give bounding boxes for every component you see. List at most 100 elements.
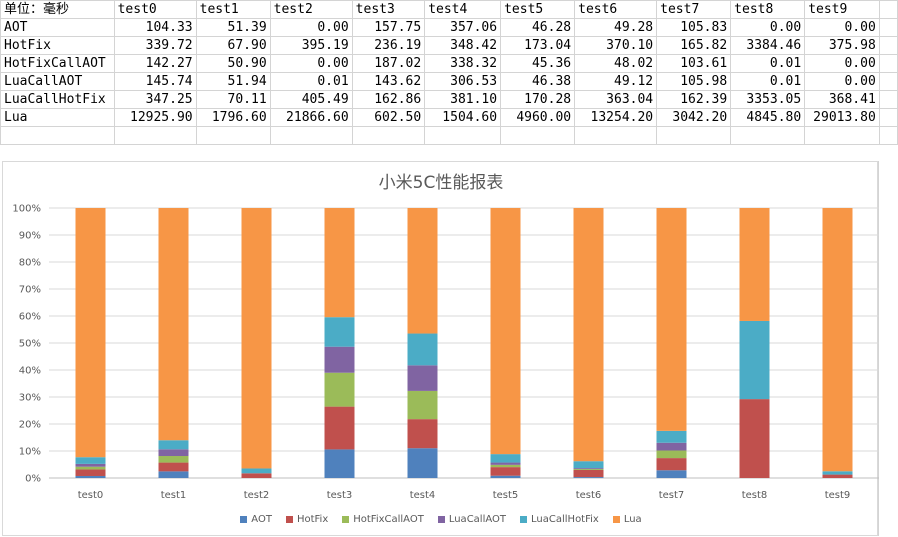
bar-segment-lua-test7[interactable] xyxy=(656,208,687,431)
table-cell[interactable]: 0.01 xyxy=(269,72,353,91)
legend-item-hotfix[interactable]: HotFix xyxy=(285,514,328,525)
bar-segment-hotfix-test8[interactable] xyxy=(739,399,770,478)
table-cell[interactable]: 51.39 xyxy=(195,18,271,37)
table-cell[interactable]: 0.00 xyxy=(269,18,353,37)
bar-segment-luacallaot-test3[interactable] xyxy=(324,346,355,373)
bar-segment-hotfixcallaot-test0[interactable] xyxy=(75,466,106,470)
bar-segment-hotfix-test9[interactable] xyxy=(822,474,853,478)
table-cell[interactable]: 348.42 xyxy=(424,36,502,55)
table-cell[interactable]: 3353.05 xyxy=(730,90,806,109)
empty-cell[interactable] xyxy=(113,126,197,145)
table-cell[interactable]: 395.19 xyxy=(269,36,353,55)
bar-segment-luacallaot-test5[interactable] xyxy=(490,462,521,465)
row-label[interactable]: HotFixCallAOT xyxy=(0,54,115,73)
table-cell[interactable]: 375.98 xyxy=(804,36,880,55)
table-cell[interactable]: 187.02 xyxy=(351,54,426,73)
bar-segment-luacallhotfix-test7[interactable] xyxy=(656,430,687,443)
table-cell[interactable]: 21866.60 xyxy=(269,108,353,127)
table-cell[interactable]: 103.61 xyxy=(656,54,732,73)
table-cell[interactable]: 162.86 xyxy=(351,90,426,109)
bar-segment-lua-test8[interactable] xyxy=(739,208,770,321)
table-cell[interactable]: 50.90 xyxy=(195,54,271,73)
empty-cell[interactable] xyxy=(878,72,898,91)
empty-cell[interactable] xyxy=(878,0,898,19)
bar-segment-hotfix-test7[interactable] xyxy=(656,458,687,471)
legend-item-aot[interactable]: AOT xyxy=(240,514,272,525)
bar-segment-luacallhotfix-test8[interactable] xyxy=(739,320,770,400)
empty-cell[interactable] xyxy=(878,36,898,55)
table-cell[interactable]: 602.50 xyxy=(351,108,426,127)
table-cell[interactable]: 0.00 xyxy=(804,72,880,91)
bar-segment-hotfix-test0[interactable] xyxy=(75,469,106,476)
table-cell[interactable]: 339.72 xyxy=(113,36,197,55)
bar-segment-hotfix-test2[interactable] xyxy=(241,473,272,478)
table-cell[interactable]: 49.12 xyxy=(574,72,658,91)
bar-segment-hotfix-test3[interactable] xyxy=(324,406,355,450)
table-cell[interactable]: 347.25 xyxy=(113,90,197,109)
table-cell[interactable]: 105.98 xyxy=(656,72,732,91)
bar-segment-hotfixcallaot-test7[interactable] xyxy=(656,450,687,459)
bar-segment-hotfix-test6[interactable] xyxy=(573,469,604,478)
bar-segment-lua-test5[interactable] xyxy=(490,208,521,455)
bar-segment-lua-test9[interactable] xyxy=(822,208,853,472)
table-cell[interactable]: 1796.60 xyxy=(195,108,271,127)
bar-segment-luacallhotfix-test6[interactable] xyxy=(573,461,604,469)
column-header-test7[interactable]: test7 xyxy=(656,0,732,19)
row-label[interactable]: Lua xyxy=(0,108,115,127)
empty-cell[interactable] xyxy=(500,126,576,145)
table-cell[interactable]: 405.49 xyxy=(269,90,353,109)
empty-cell[interactable] xyxy=(351,126,426,145)
row-label[interactable]: HotFix xyxy=(0,36,115,55)
bar-segment-lua-test2[interactable] xyxy=(241,208,272,469)
table-cell[interactable]: 0.00 xyxy=(269,54,353,73)
bar-segment-luacallaot-test0[interactable] xyxy=(75,463,106,467)
empty-cell[interactable] xyxy=(878,126,898,145)
table-cell[interactable]: 142.27 xyxy=(113,54,197,73)
bar-segment-luacallhotfix-test3[interactable] xyxy=(324,317,355,347)
bar-segment-luacallhotfix-test9[interactable] xyxy=(822,471,853,475)
table-cell[interactable]: 45.36 xyxy=(500,54,576,73)
table-cell[interactable]: 236.19 xyxy=(351,36,426,55)
bar-segment-luacallhotfix-test1[interactable] xyxy=(158,440,189,450)
table-cell[interactable]: 162.39 xyxy=(656,90,732,109)
table-cell[interactable]: 381.10 xyxy=(424,90,502,109)
bar-segment-hotfixcallaot-test1[interactable] xyxy=(158,456,189,463)
table-cell[interactable]: 13254.20 xyxy=(574,108,658,127)
column-header-test0[interactable]: test0 xyxy=(113,0,197,19)
table-cell[interactable]: 70.11 xyxy=(195,90,271,109)
table-cell[interactable]: 1504.60 xyxy=(424,108,502,127)
bar-segment-lua-test0[interactable] xyxy=(75,208,106,458)
bar-segment-hotfixcallaot-test4[interactable] xyxy=(407,390,438,420)
table-cell[interactable]: 4845.80 xyxy=(730,108,806,127)
bar-segment-luacallhotfix-test0[interactable] xyxy=(75,457,106,464)
table-cell[interactable]: 357.06 xyxy=(424,18,502,37)
bar-segment-hotfixcallaot-test5[interactable] xyxy=(490,464,521,468)
bar-segment-lua-test6[interactable] xyxy=(573,208,604,462)
column-header-test6[interactable]: test6 xyxy=(574,0,658,19)
table-cell[interactable]: 368.41 xyxy=(804,90,880,109)
unit-label[interactable]: 单位：毫秒 xyxy=(0,0,115,19)
empty-cell[interactable] xyxy=(269,126,353,145)
table-cell[interactable]: 143.62 xyxy=(351,72,426,91)
bar-segment-hotfixcallaot-test3[interactable] xyxy=(324,372,355,407)
bar-segment-aot-test0[interactable] xyxy=(75,475,106,478)
chart-area[interactable]: 小米5C性能报表 0% 10% 20% 30% 40% 50% 60% 70% 80% 90% 10… xyxy=(2,161,879,536)
table-cell[interactable]: 46.28 xyxy=(500,18,576,37)
legend-item-luacallaot[interactable]: LuaCallAOT xyxy=(437,514,506,525)
bar-segment-aot-test1[interactable] xyxy=(158,471,189,478)
table-cell[interactable]: 3042.20 xyxy=(656,108,732,127)
table-cell[interactable]: 170.28 xyxy=(500,90,576,109)
empty-cell[interactable] xyxy=(878,54,898,73)
row-label[interactable]: LuaCallAOT xyxy=(0,72,115,91)
bar-segment-luacallaot-test6[interactable] xyxy=(573,468,604,470)
table-cell[interactable]: 67.90 xyxy=(195,36,271,55)
table-cell[interactable]: 0.00 xyxy=(730,18,806,37)
column-header-test8[interactable]: test8 xyxy=(730,0,806,19)
empty-cell[interactable] xyxy=(878,90,898,109)
table-cell[interactable]: 29013.80 xyxy=(804,108,880,127)
empty-cell[interactable] xyxy=(656,126,732,145)
bar-segment-aot-test6[interactable] xyxy=(573,477,604,478)
table-cell[interactable]: 157.75 xyxy=(351,18,426,37)
bar-segment-hotfix-test4[interactable] xyxy=(407,419,438,449)
legend-item-lua[interactable]: Lua xyxy=(612,514,642,525)
